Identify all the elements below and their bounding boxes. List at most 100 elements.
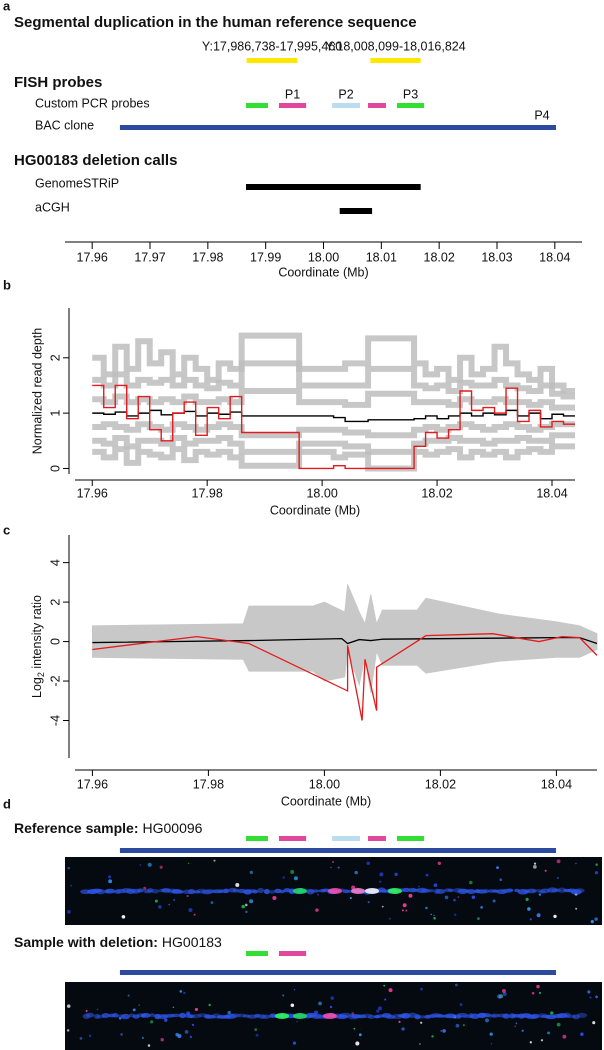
step-line <box>92 443 575 472</box>
noise-dot <box>66 1004 71 1008</box>
fiber-segment <box>104 888 116 894</box>
fiber-segment <box>466 889 477 894</box>
noise-dot <box>381 905 384 908</box>
sample-id: HG00183 <box>162 934 222 950</box>
noise-dot <box>315 908 319 912</box>
fiber-segment <box>491 1013 500 1018</box>
noise-dot <box>431 1035 434 1038</box>
section-title: Segmental duplication in the human refer… <box>14 14 417 31</box>
y-tick-label: -2 <box>48 675 62 686</box>
signal <box>351 888 365 894</box>
noise-dot <box>122 915 126 919</box>
noise-dot <box>282 876 286 879</box>
step-line <box>92 360 575 400</box>
noise-dot <box>379 880 382 883</box>
x-tick-label: 17.97 <box>134 250 165 264</box>
noise-dot <box>160 1037 164 1042</box>
noise-dot <box>208 1003 211 1007</box>
step-line <box>92 332 575 394</box>
plot <box>92 332 575 472</box>
noise-dot <box>398 1020 401 1023</box>
step-line <box>92 409 575 423</box>
fiber-segment <box>551 888 561 893</box>
fiber-segment <box>502 1013 511 1019</box>
x-tick-label: 17.98 <box>193 777 224 791</box>
fiber-segment <box>179 1012 187 1019</box>
noise-dot <box>179 990 183 993</box>
noise-dot <box>147 862 152 867</box>
step-line <box>92 384 575 470</box>
noise-dot <box>244 903 248 907</box>
bac-bar <box>119 125 556 130</box>
x-tick-label: 18.04 <box>541 777 572 791</box>
fiber-segment <box>223 888 230 894</box>
noise-dot <box>594 871 599 875</box>
call-bar <box>339 208 373 214</box>
probe-label: P3 <box>403 87 418 101</box>
fiber-segment <box>506 888 514 892</box>
signal <box>365 888 379 894</box>
noise-dot <box>245 910 248 914</box>
y-tick-label: 4 <box>48 559 62 566</box>
track-label: GenomeSTRiP <box>35 176 119 190</box>
noise-dot <box>514 1025 516 1028</box>
noise-dot <box>351 885 356 890</box>
noise-dot <box>533 862 537 865</box>
fiber-segment <box>205 1014 216 1019</box>
noise-dot <box>418 885 420 888</box>
probe-bar <box>396 103 425 108</box>
noise-dot <box>255 1033 259 1037</box>
noise-dot <box>108 879 113 884</box>
fiber-segment <box>192 890 201 894</box>
fiber-segment <box>576 1012 588 1018</box>
noise-dot <box>575 862 577 865</box>
noise-dot <box>556 1022 561 1027</box>
section-title: FISH probes <box>14 74 102 91</box>
noise-dot <box>358 1033 362 1037</box>
noise-dot <box>379 872 384 877</box>
noise-dot <box>292 1041 297 1045</box>
noise-dot <box>282 994 285 997</box>
noise-dot <box>502 988 506 993</box>
noise-dot <box>401 1027 405 1031</box>
noise-dot <box>272 895 277 901</box>
panel-label: c <box>3 522 10 537</box>
axis-label: Coordinate (Mb) <box>278 265 368 279</box>
fiber-segment <box>120 1013 131 1020</box>
fiber-segment <box>188 888 196 895</box>
noise-dot <box>536 913 541 918</box>
noise-dot <box>388 917 391 920</box>
probe-bar <box>368 836 386 841</box>
noise-dot <box>366 861 371 866</box>
noise-dot <box>515 1022 518 1025</box>
noise-dot <box>419 1043 421 1045</box>
fiber-segment <box>575 888 585 893</box>
probe-bar <box>396 836 425 841</box>
fiber-segment <box>361 1013 373 1019</box>
noise-dot <box>332 861 334 863</box>
signal <box>275 1013 289 1019</box>
noise-dot <box>547 1031 550 1035</box>
noise-dot <box>132 1008 136 1012</box>
noise-dot <box>540 1039 544 1042</box>
probe-bar <box>278 836 307 841</box>
axis-label: Normalized read depth <box>30 328 44 455</box>
noise-dot <box>401 909 404 912</box>
y-tick-label: 0 <box>48 465 62 472</box>
call-bar <box>246 184 421 190</box>
noise-dot <box>521 1029 524 1032</box>
noise-dot <box>290 869 295 874</box>
noise-dot <box>175 1032 179 1037</box>
noise-dot <box>525 897 529 901</box>
fiber-segment <box>563 1012 571 1018</box>
x-tick-label: 17.98 <box>192 250 223 264</box>
noise-dot <box>454 983 458 987</box>
noise-dot <box>188 908 193 913</box>
noise-dot <box>394 872 398 877</box>
noise-dot <box>337 866 340 869</box>
step-line <box>92 421 575 439</box>
fiber-segment <box>190 1013 202 1019</box>
bac-bar <box>119 970 556 975</box>
probe-bar <box>368 103 386 108</box>
noise-dot <box>587 990 591 994</box>
